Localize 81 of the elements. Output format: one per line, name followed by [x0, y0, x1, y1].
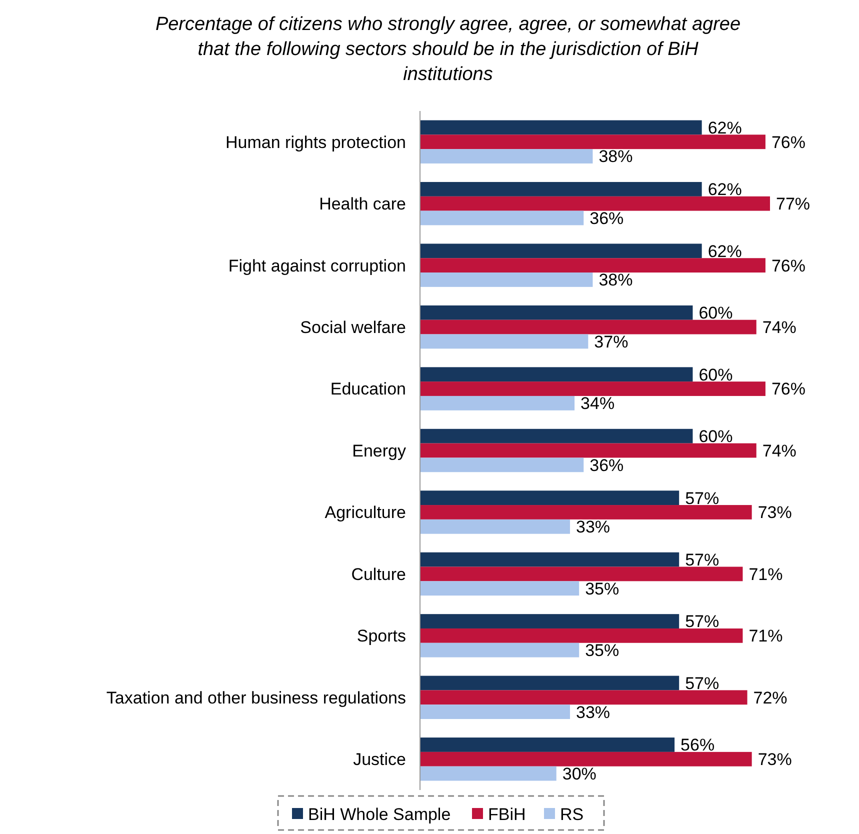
data-label: 74%: [762, 441, 796, 460]
data-label: 76%: [771, 256, 806, 276]
bar: [420, 367, 693, 382]
y-tick-label: Agriculture: [324, 503, 406, 522]
data-label: 77%: [776, 194, 810, 214]
data-label: 62%: [708, 242, 742, 261]
bar: [420, 396, 575, 410]
legend-label: BiH Whole Sample: [308, 804, 451, 824]
bar: [420, 258, 766, 273]
y-tick-label: Fight against corruption: [228, 256, 406, 276]
y-tick-label: Education: [330, 380, 406, 399]
bar: [420, 443, 756, 458]
data-label: 57%: [685, 550, 720, 570]
legend-label: FBiH: [488, 804, 526, 824]
data-label: 35%: [585, 579, 620, 598]
y-tick-label: Energy: [352, 441, 406, 460]
data-label: 30%: [562, 764, 596, 784]
bar: [420, 458, 584, 472]
data-label: 35%: [585, 641, 620, 660]
bar: [420, 320, 756, 334]
bar: [420, 676, 680, 690]
y-tick-label: Justice: [353, 750, 406, 770]
y-tick-label: Human rights protection: [226, 132, 406, 152]
data-label: 56%: [680, 736, 715, 755]
data-label: 73%: [758, 503, 792, 522]
data-label: 36%: [590, 208, 624, 228]
data-label: 57%: [685, 674, 720, 693]
bar: [420, 382, 766, 396]
y-tick-label: Culture: [351, 564, 406, 584]
bar: [420, 272, 593, 287]
bar: [420, 244, 702, 258]
bar: [420, 614, 680, 628]
legend-label: RS: [560, 804, 584, 824]
y-tick-label: Sports: [356, 626, 406, 646]
data-label: 34%: [580, 394, 615, 414]
data-label: 71%: [748, 626, 783, 646]
data-label: 60%: [698, 427, 733, 446]
bar: [420, 210, 584, 226]
data-label: 57%: [685, 488, 720, 508]
data-label: 38%: [598, 147, 633, 166]
bar: [420, 738, 675, 752]
data-label: 36%: [590, 456, 624, 475]
bar: [420, 149, 593, 164]
chart-title: Percentage of citizens who strongly agree, agree, or somewhat agree that the following sectors should be in the jurisdiction of BiH institutions: [155, 14, 741, 85]
y-tick-label: Taxation and other business regulations: [106, 688, 406, 708]
data-label: 60%: [698, 304, 733, 323]
bar: [420, 428, 693, 444]
data-label: 57%: [685, 612, 720, 632]
y-tick-label: Social welfare: [300, 318, 406, 337]
data-label: 62%: [708, 180, 742, 200]
bar: [420, 305, 693, 320]
bar: [420, 552, 680, 567]
data-label: 33%: [576, 702, 610, 722]
bar: [420, 704, 570, 720]
bar: [420, 505, 752, 520]
data-label: 60%: [698, 365, 733, 384]
y-tick-label: Health care: [319, 194, 406, 214]
bar: [420, 334, 588, 349]
bar: [420, 182, 702, 196]
data-label: 33%: [576, 518, 610, 537]
data-label: 72%: [753, 688, 788, 708]
bar: [420, 196, 770, 211]
data-label: 62%: [708, 118, 742, 138]
data-label: 71%: [748, 564, 783, 584]
bar: [420, 134, 766, 150]
data-label: 74%: [762, 318, 796, 337]
data-label: 76%: [771, 132, 806, 152]
data-label: 38%: [598, 270, 633, 290]
bar: [420, 519, 570, 534]
bar: [420, 752, 752, 766]
bar: [420, 766, 556, 781]
data-label: 37%: [594, 332, 628, 352]
bar: [420, 642, 580, 658]
bar: [420, 690, 748, 705]
data-label: 76%: [771, 380, 806, 399]
data-label: 73%: [758, 750, 792, 770]
bar: [420, 120, 702, 135]
bar: [420, 581, 580, 596]
bar: [420, 490, 680, 506]
bar: [420, 628, 743, 643]
bar: [420, 566, 743, 582]
